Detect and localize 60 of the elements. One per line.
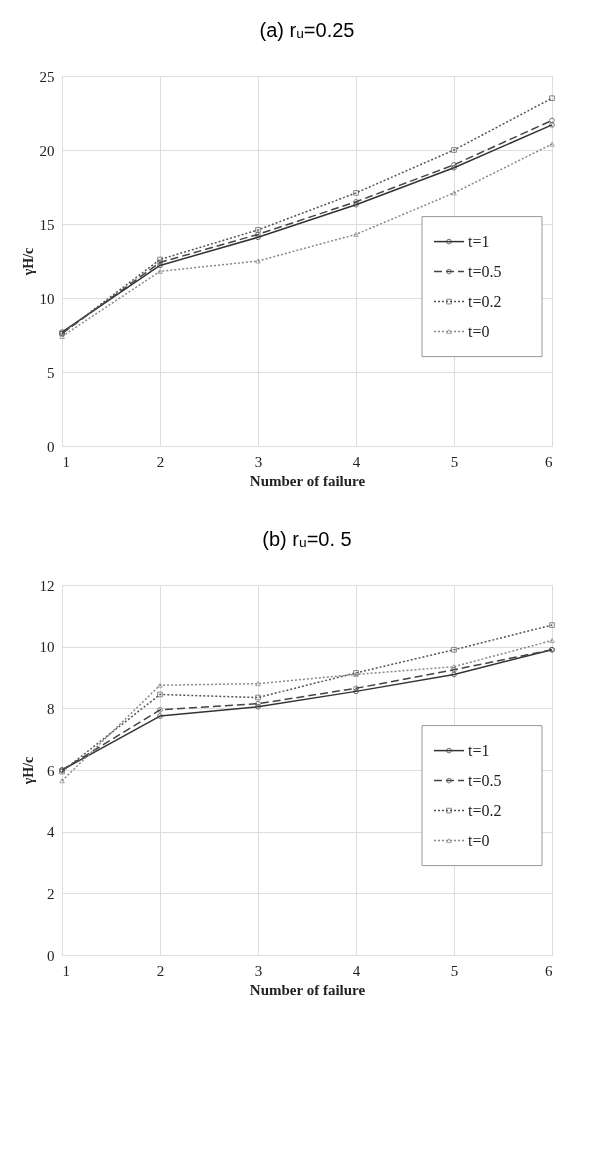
x-tick-label: 3 [254, 453, 263, 470]
x-tick-label: 4 [352, 962, 361, 979]
point [255, 258, 261, 264]
x-axis-title: Number of failure [249, 981, 366, 998]
legend-label: t=0 [468, 831, 490, 849]
point [451, 646, 457, 653]
point [59, 778, 65, 784]
legend-label: t=0 [468, 322, 490, 340]
chart-title: (a) rᵤ=0.25 [259, 19, 355, 41]
point [451, 147, 457, 153]
x-tick-label: 2 [156, 453, 165, 470]
y-tick-label: 0 [47, 438, 55, 455]
point [255, 681, 261, 687]
y-tick-label: 2 [47, 885, 55, 902]
point [353, 231, 359, 237]
y-tick-label: 4 [47, 824, 55, 841]
y-axis-title: γH/c [20, 756, 36, 786]
point [157, 268, 163, 274]
point [549, 117, 555, 124]
point [549, 141, 555, 147]
y-tick-label: 10 [39, 639, 55, 656]
legend-label: t=1 [468, 232, 490, 250]
x-tick-label: 1 [62, 962, 70, 979]
x-tick-label: 5 [450, 453, 459, 470]
y-tick-label: 12 [39, 577, 55, 594]
legend-label: t=0.5 [468, 262, 502, 280]
chart-title: (b) rᵤ=0. 5 [262, 528, 352, 550]
y-tick-label: 5 [47, 364, 55, 381]
legend-label: t=0.2 [468, 801, 502, 819]
point [157, 713, 163, 719]
x-tick-label: 1 [62, 453, 70, 470]
legend-label: t=0.2 [468, 292, 502, 310]
y-tick-label: 0 [47, 947, 55, 964]
x-axis-title: Number of failure [249, 472, 366, 489]
point [255, 694, 261, 701]
y-tick-label: 25 [39, 68, 55, 85]
x-tick-label: 6 [545, 962, 553, 979]
point [451, 671, 457, 678]
point [549, 622, 555, 628]
y-axis-title: γH/c [20, 247, 36, 277]
point [157, 691, 163, 698]
y-tick-label: 8 [47, 700, 55, 717]
y-tick-label: 6 [47, 762, 55, 779]
y-tick-label: 15 [39, 216, 55, 233]
point [451, 190, 457, 196]
x-tick-label: 3 [254, 962, 263, 979]
legend-label: t=0.5 [468, 771, 502, 789]
point [549, 637, 555, 644]
legend-label: t=1 [468, 741, 490, 759]
y-tick-label: 10 [39, 290, 55, 307]
x-tick-label: 6 [545, 453, 553, 470]
y-tick-label: 20 [39, 142, 55, 159]
point [157, 707, 163, 713]
point [157, 682, 163, 688]
point [353, 190, 359, 196]
point [255, 227, 261, 233]
point [549, 95, 555, 102]
x-tick-label: 4 [352, 453, 361, 470]
x-tick-label: 2 [156, 962, 165, 979]
x-tick-label: 5 [450, 962, 459, 979]
